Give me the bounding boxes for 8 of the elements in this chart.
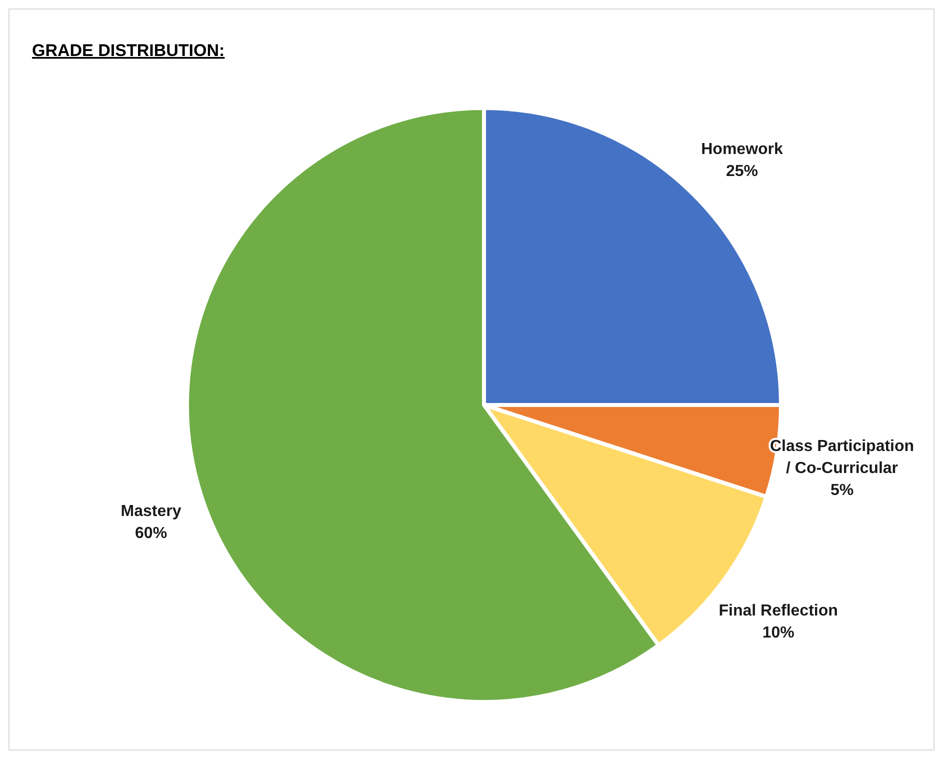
slice-label: Mastery <box>120 503 182 520</box>
data-label: 60% <box>135 525 168 542</box>
slice-label: Final Reflection <box>718 602 838 620</box>
data-label: 25% <box>726 163 758 180</box>
slice-label: Homework <box>701 141 784 158</box>
data-label: 10% <box>762 624 794 642</box>
chart-title: GRADE DISTRIBUTION: <box>32 41 225 60</box>
data-label: 5% <box>830 482 854 499</box>
